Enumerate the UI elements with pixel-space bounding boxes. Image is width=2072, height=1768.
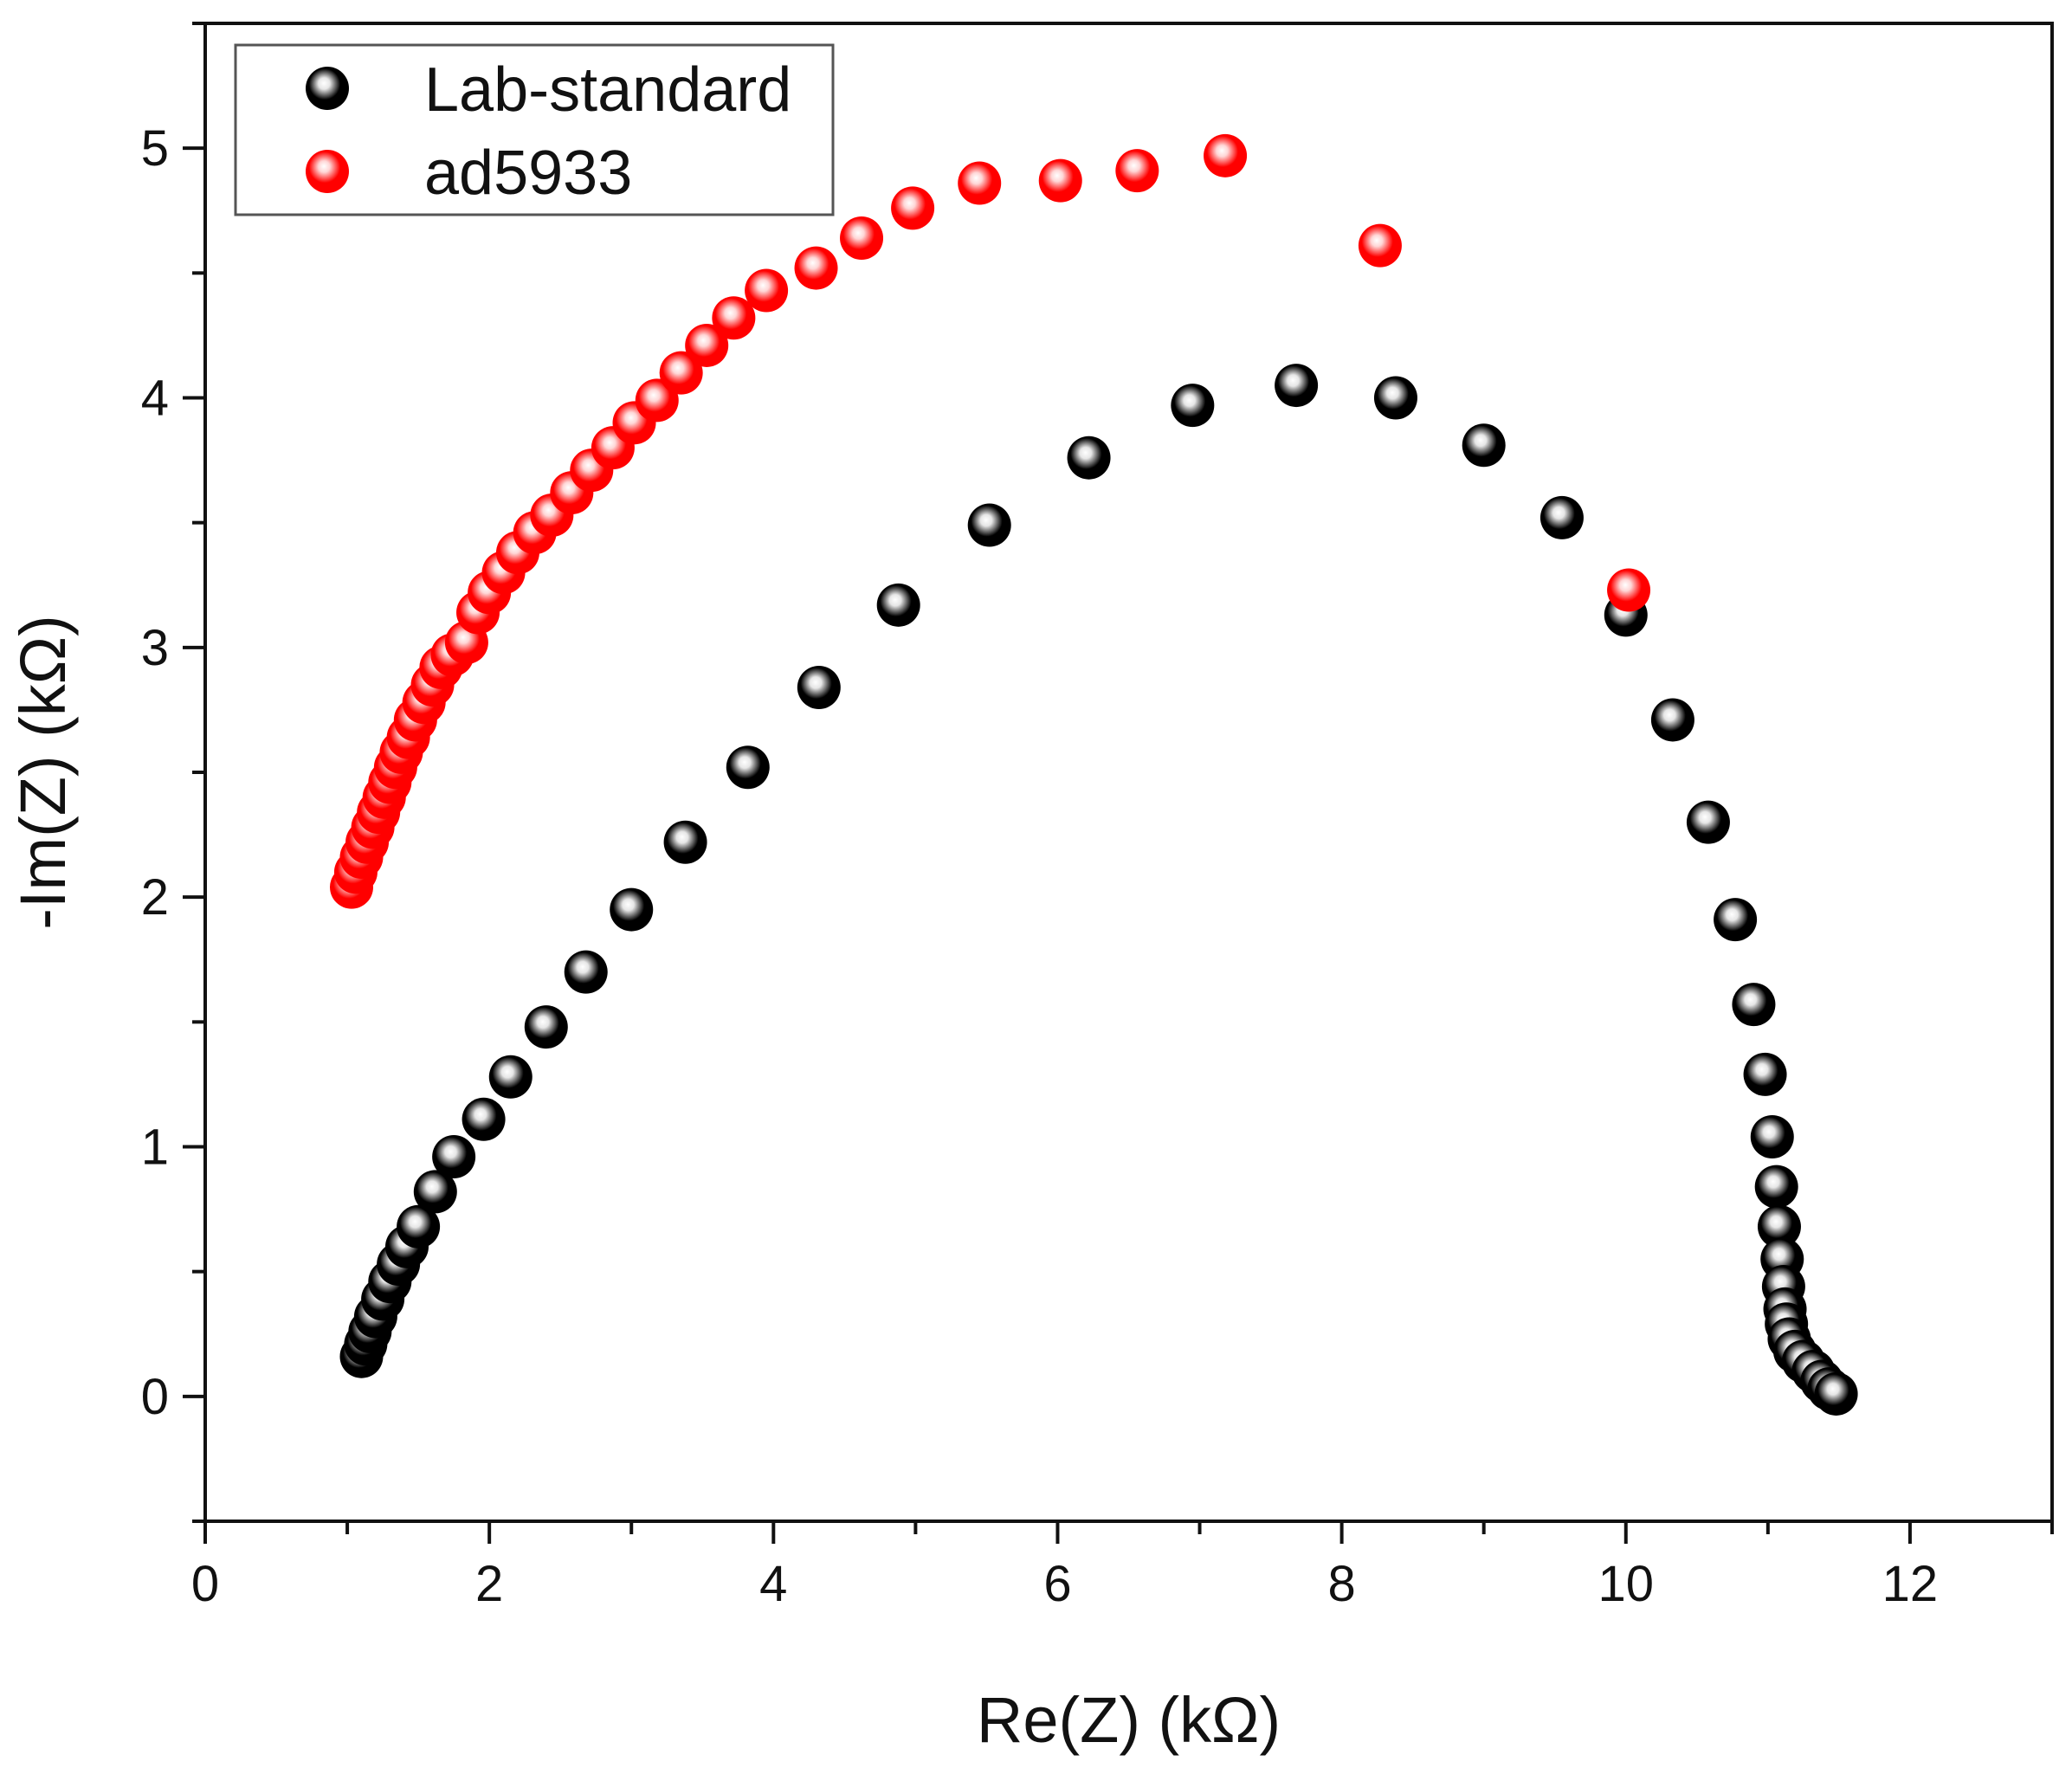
data-point bbox=[1743, 1052, 1787, 1096]
data-point bbox=[712, 296, 756, 340]
y-tick-label: 5 bbox=[141, 120, 169, 177]
data-point bbox=[1757, 1204, 1801, 1249]
data-point bbox=[1373, 376, 1417, 420]
series-ad5933 bbox=[329, 133, 1651, 909]
data-point bbox=[432, 1135, 476, 1179]
plot-frame bbox=[203, 22, 2054, 1523]
data-point bbox=[1714, 898, 1758, 942]
data-point bbox=[462, 1097, 506, 1141]
x-axis-title: Re(Z) (kΩ) bbox=[977, 1684, 1281, 1756]
data-point bbox=[1686, 800, 1730, 844]
x-tick-label: 10 bbox=[1598, 1556, 1655, 1612]
data-point bbox=[1275, 364, 1319, 408]
series-lab-standard bbox=[339, 364, 1858, 1416]
y-tick-label: 1 bbox=[141, 1120, 169, 1176]
data-point bbox=[1814, 1371, 1858, 1416]
data-point bbox=[1204, 133, 1248, 177]
data-point bbox=[891, 186, 935, 230]
data-point bbox=[564, 950, 608, 994]
legend-marker-lab-standard bbox=[306, 67, 349, 110]
data-point bbox=[726, 745, 770, 790]
data-point bbox=[663, 820, 707, 864]
data-point bbox=[1067, 436, 1111, 480]
data-point bbox=[1462, 423, 1506, 468]
data-point bbox=[840, 216, 884, 260]
data-point bbox=[659, 351, 703, 395]
data-point bbox=[1732, 983, 1776, 1027]
data-point bbox=[797, 665, 841, 709]
y-tick-label: 2 bbox=[141, 869, 169, 926]
data-point bbox=[397, 1204, 441, 1249]
x-tick-label: 12 bbox=[1882, 1556, 1939, 1612]
data-point bbox=[1171, 384, 1215, 428]
x-tick-label: 8 bbox=[1327, 1556, 1355, 1612]
data-point bbox=[958, 161, 1002, 205]
legend-marker-ad5933 bbox=[306, 150, 349, 193]
y-axis-title: -Im(Z) (kΩ) bbox=[7, 615, 79, 930]
data-point bbox=[524, 1005, 568, 1049]
data-point bbox=[1115, 149, 1159, 193]
x-tick-label: 4 bbox=[759, 1556, 787, 1612]
data-point bbox=[1607, 568, 1651, 612]
x-tick-label: 0 bbox=[191, 1556, 219, 1612]
legend-label-ad5933: ad5933 bbox=[424, 139, 632, 208]
y-tick-label: 4 bbox=[141, 371, 169, 427]
data-point bbox=[1539, 495, 1584, 539]
legend-label-lab-standard: Lab-standard bbox=[424, 55, 791, 125]
data-point bbox=[745, 268, 789, 313]
y-tick-label: 3 bbox=[141, 620, 169, 676]
data-point bbox=[794, 246, 838, 290]
data-point bbox=[1750, 1114, 1794, 1158]
legend: Lab-standard ad5933 bbox=[234, 43, 835, 216]
data-point bbox=[876, 583, 920, 627]
data-points bbox=[329, 133, 1858, 1416]
data-point bbox=[1650, 698, 1694, 742]
data-point bbox=[1358, 223, 1402, 268]
data-point bbox=[1038, 158, 1082, 203]
data-point bbox=[413, 1170, 457, 1214]
data-point bbox=[967, 503, 1011, 547]
data-point bbox=[1754, 1165, 1798, 1209]
data-point bbox=[488, 1055, 533, 1099]
x-tick-label: 2 bbox=[475, 1556, 503, 1612]
data-point bbox=[685, 323, 729, 367]
y-tick-label: 0 bbox=[141, 1369, 169, 1425]
x-tick-label: 6 bbox=[1043, 1556, 1071, 1612]
data-point bbox=[610, 887, 654, 932]
